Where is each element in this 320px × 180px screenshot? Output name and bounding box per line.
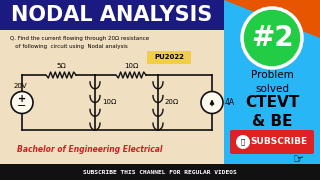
FancyBboxPatch shape: [230, 130, 314, 154]
FancyBboxPatch shape: [147, 51, 191, 64]
Text: +: +: [18, 94, 26, 105]
Circle shape: [11, 91, 33, 114]
Text: SUBSCRIBE: SUBSCRIBE: [251, 138, 308, 147]
Text: ☞: ☞: [292, 154, 304, 166]
Circle shape: [242, 8, 302, 68]
Text: #2: #2: [251, 24, 293, 52]
FancyBboxPatch shape: [0, 164, 320, 180]
Text: 5Ω: 5Ω: [56, 63, 66, 69]
Text: 10Ω: 10Ω: [102, 100, 116, 105]
Text: SUBSCRIBE THIS CHANNEL FOR REGULAR VIDEOS: SUBSCRIBE THIS CHANNEL FOR REGULAR VIDEO…: [83, 170, 237, 174]
Text: CTEVT
& BE: CTEVT & BE: [245, 95, 299, 129]
Text: Q. Find the current flowing through 20Ω resistance: Q. Find the current flowing through 20Ω …: [10, 36, 149, 41]
Text: 4A: 4A: [225, 98, 235, 107]
Circle shape: [236, 135, 250, 149]
Text: of following  circuit using  Nodal analysis: of following circuit using Nodal analysi…: [10, 44, 128, 49]
Polygon shape: [224, 0, 320, 38]
FancyBboxPatch shape: [0, 30, 224, 164]
FancyBboxPatch shape: [224, 0, 320, 180]
Text: NODAL ANALYSIS: NODAL ANALYSIS: [12, 5, 212, 25]
Text: PU2022: PU2022: [154, 54, 184, 60]
Text: Bachelor of Engineering Electrical: Bachelor of Engineering Electrical: [17, 145, 163, 154]
Text: 20Ω: 20Ω: [165, 100, 179, 105]
FancyBboxPatch shape: [0, 0, 224, 30]
Text: −: −: [17, 102, 27, 111]
Text: Problem
solved: Problem solved: [251, 70, 293, 94]
Text: 20V: 20V: [13, 83, 27, 89]
Text: 10Ω: 10Ω: [124, 63, 138, 69]
Text: 🔔: 🔔: [241, 139, 245, 145]
Circle shape: [201, 91, 223, 114]
